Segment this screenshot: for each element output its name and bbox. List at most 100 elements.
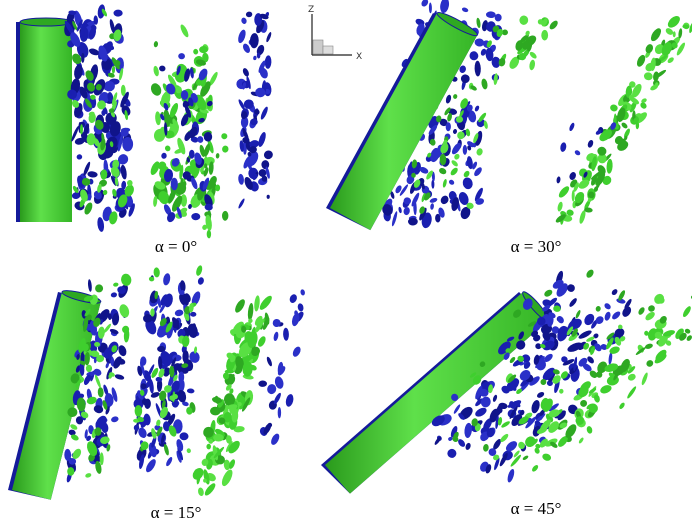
vortex-blob: [193, 49, 199, 55]
vortex-blob: [221, 132, 228, 139]
vortex-blob: [179, 23, 190, 38]
vortex-blob: [237, 29, 247, 44]
vortex-blob: [557, 201, 564, 212]
caption: α = 30°: [511, 237, 562, 256]
vortex-blob: [237, 198, 245, 209]
vortex-blob: [114, 373, 125, 380]
vortex-blob: [98, 387, 104, 397]
vortex-blob: [93, 404, 105, 414]
vortex-blob: [164, 145, 171, 153]
vortex-blob: [179, 432, 189, 440]
page: Z X α = 0° α = 30° α = 15° α = 45° (() =…: [0, 0, 692, 524]
vortex-blob: [278, 407, 281, 418]
vortex-blob: [464, 422, 473, 438]
vortex-blob: [197, 135, 205, 143]
vortex-blob: [429, 2, 432, 13]
vortex-blob: [438, 167, 447, 176]
vortex-blob: [469, 50, 480, 61]
vortex-blob: [453, 404, 462, 415]
vortex-blob: [603, 302, 612, 311]
vortex-blob: [566, 341, 583, 354]
vortex-blob: [566, 283, 576, 292]
vortex-blob: [474, 61, 481, 77]
vortex-blob: [644, 310, 656, 322]
vortex-blob: [673, 31, 676, 37]
vortex-blob: [548, 19, 559, 31]
vortex-blob: [439, 0, 450, 14]
vortex-blob: [195, 265, 203, 277]
vortex-blob: [644, 43, 654, 54]
vortex-blob: [461, 7, 469, 13]
vortex-blob: [216, 153, 220, 159]
vortex-blob: [222, 211, 229, 221]
vortex-blob: [541, 452, 552, 462]
vortex-blob: [445, 94, 452, 104]
vortex-blob: [117, 344, 128, 357]
renderings: [8, 0, 692, 500]
vortex-blob: [267, 195, 270, 199]
vortex-blob: [291, 345, 302, 358]
vortex-blob: [604, 311, 612, 321]
vortex-blob: [429, 197, 438, 204]
vortex-blob: [398, 207, 402, 214]
vortex-blob: [135, 405, 143, 417]
vortex-blob: [121, 85, 126, 96]
vortex-blob: [155, 111, 162, 125]
vortex-blob: [100, 452, 104, 465]
vortex-blob: [300, 289, 306, 296]
vortex-blob: [222, 145, 230, 153]
vortex-blob: [450, 159, 459, 167]
vortex-blob: [578, 437, 585, 444]
vortex-blob: [288, 293, 298, 304]
vortex-blob: [643, 71, 654, 81]
vortex-blob: [556, 176, 561, 184]
vortex-blob: [460, 74, 470, 84]
vortex-blob: [283, 328, 289, 341]
vortex-blob: [465, 128, 471, 137]
vortex-blob: [474, 406, 488, 418]
vortex-blob: [86, 364, 93, 372]
vortex-blob: [233, 298, 247, 314]
vortex-blob: [197, 487, 204, 497]
caption: α = 45°: [511, 499, 562, 518]
vortex-blob: [269, 432, 281, 446]
vortex-blob: [519, 15, 529, 26]
vortex-blob: [541, 30, 548, 41]
vortex-blob: [153, 65, 160, 76]
vortex-blob: [165, 456, 174, 467]
vortex-blob: [559, 389, 564, 394]
vortex-blob: [457, 404, 475, 422]
vortex-blob: [453, 129, 458, 135]
vortex-blob: [120, 164, 128, 179]
vortex-blob: [118, 303, 131, 319]
triad-box: [323, 46, 333, 54]
vortex-blob: [87, 279, 92, 292]
vortex-blob: [261, 160, 269, 169]
vortex-blob: [439, 194, 450, 205]
x-label: X: [356, 52, 362, 62]
vortex-blob: [481, 78, 489, 90]
vortex-blob: [110, 292, 117, 298]
vortex-blob: [153, 267, 160, 277]
vortex-blob: [557, 185, 571, 200]
vortex-blob: [530, 399, 541, 414]
vortex-blob: [178, 53, 185, 60]
vortex-blob: [197, 277, 205, 286]
vortex-blob: [536, 391, 545, 399]
vortex-blob: [113, 10, 122, 17]
vortex-blob: [578, 210, 586, 225]
vortex-blob: [586, 355, 595, 365]
vortex-blob: [492, 394, 498, 402]
vortex-blob: [586, 426, 593, 435]
vortex-blob: [112, 66, 116, 74]
vortex-blob: [506, 468, 515, 483]
vortex-blob: [250, 33, 260, 49]
vortex-blob: [175, 438, 184, 452]
vortex-blob: [153, 41, 158, 48]
vortex-blob: [522, 455, 529, 461]
vortex-blob: [87, 171, 98, 178]
vortex-blob: [620, 122, 628, 130]
vortex-blob: [480, 396, 492, 409]
vortex-blob: [449, 166, 459, 176]
vortex-blob: [637, 306, 646, 316]
